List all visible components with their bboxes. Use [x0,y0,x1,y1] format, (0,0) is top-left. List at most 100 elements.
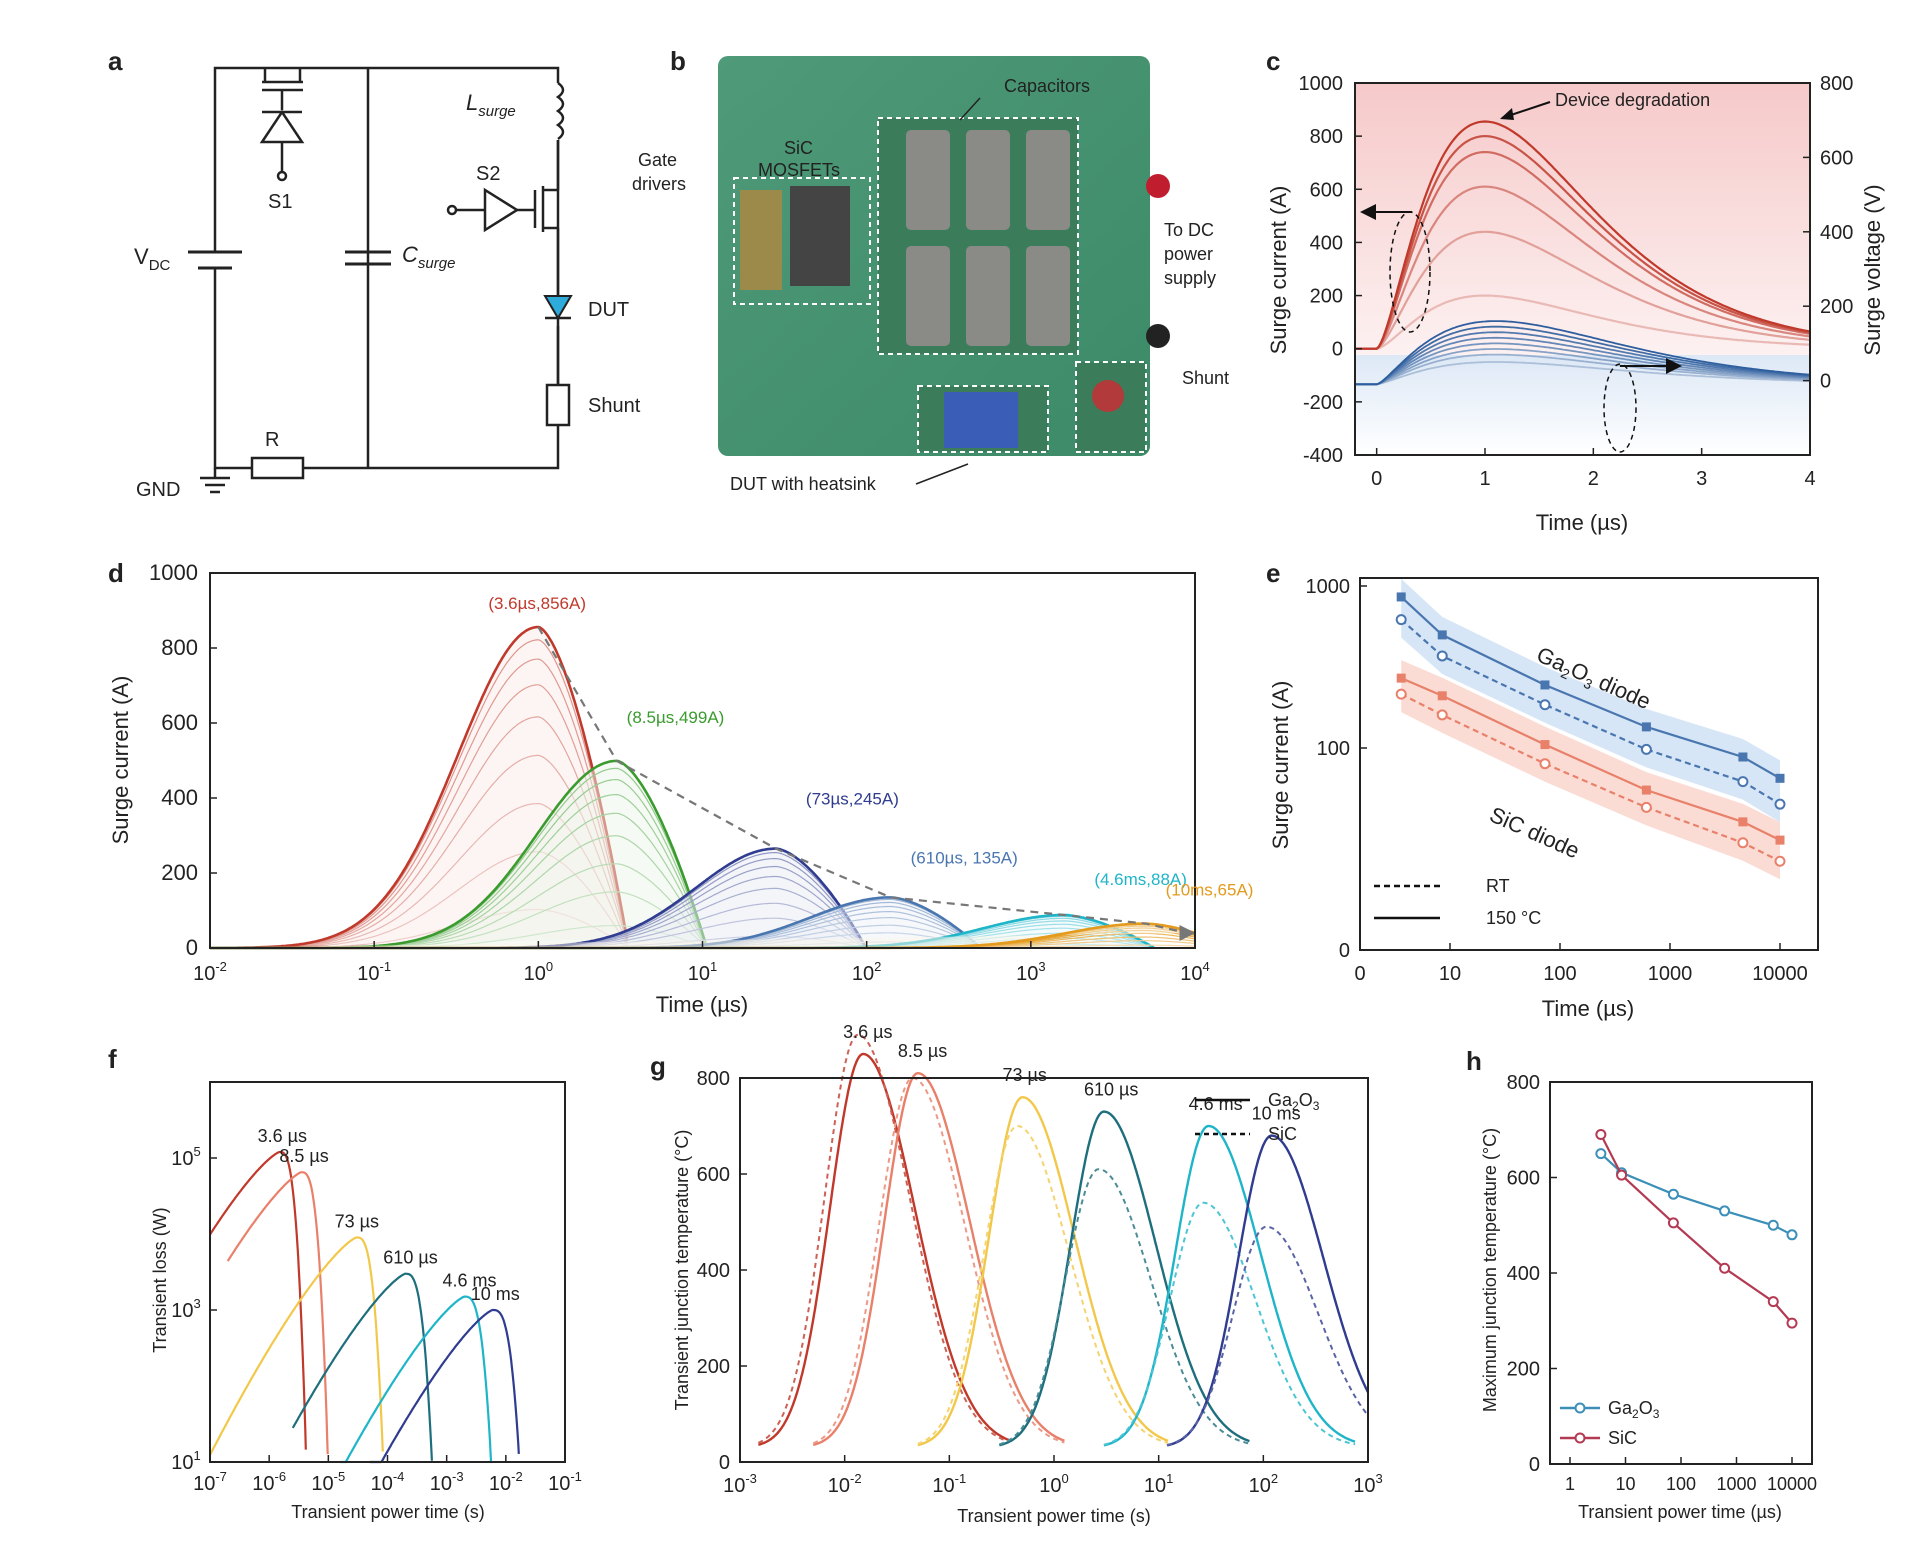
g-annotations: 3.6 µs 8.5 µs 73 µs 610 µs 4.6 ms 10 ms [843,1022,1301,1124]
c-voltage-curve [1355,336,1811,386]
g-xtick-label: 100 [1039,1471,1068,1497]
e-point [1436,709,1448,721]
e-line [1400,618,1781,806]
d-xtick-label: 101 [688,959,717,985]
panel-h: h 0 200 400 600 800 1 10 100 1000 10000 Maximum … [1466,1046,1817,1522]
s2-label: S2 [476,163,500,185]
e-point [1738,752,1748,762]
heatsink [944,392,1018,448]
g-xtick-label: 10-2 [828,1471,862,1497]
e-point [1774,855,1786,867]
d-peak-label: (8.5µs,499A) [627,708,725,727]
g-curve-ga [1166,1134,1369,1447]
c-current-curve [1355,134,1811,350]
g-legend-sic: SiC [1268,1124,1297,1144]
f-curve-red [209,1150,307,1450]
g-xtick-label: 101 [1144,1471,1173,1497]
g-ytick-label: 600 [697,1164,730,1186]
e-point [1436,650,1448,662]
panel-d-label: d [108,558,124,588]
c-current-curve [1355,230,1811,350]
e-line [1400,693,1781,863]
e-point [1539,758,1551,770]
f-xtick-label: 10-5 [311,1469,345,1495]
c-ytick-label: 0 [1332,339,1343,361]
g-peak-label: 10 ms [1252,1104,1301,1124]
f-xtick-label: 10-2 [489,1469,523,1495]
g-curve-sic [812,1076,1065,1445]
e-point [1775,773,1785,783]
g-xtick-label: 102 [1249,1471,1278,1497]
d-ytick-label: 800 [161,635,198,660]
f-xtick-label: 10-1 [548,1469,582,1495]
e-point [1540,680,1550,690]
e-point [1640,801,1652,813]
d-peak-label: (4.6ms,88A) [1094,870,1187,889]
panel-h-label: h [1466,1046,1482,1076]
f-peak-label: 610 µs [383,1248,437,1268]
e-point [1737,776,1749,788]
d-annotations: (3.6µs,856A) (8.5µs,499A) (73µs,245A) (610µ… [488,594,1253,900]
h-xtick-label: 1000 [1716,1474,1756,1494]
e-legend-rt: RT [1486,876,1510,896]
d-xtick-label: 103 [1016,959,1045,985]
h-legend-ga: Ga2O3 [1608,1398,1660,1421]
c-current-curve [1355,120,1811,350]
g-ylabel: Transient junction temperature (°C) [672,1130,692,1411]
e-point [1396,592,1406,602]
h-line [1600,1152,1793,1236]
c-xticks: 0 1 2 3 4 [1371,448,1816,490]
f-curve-cyan [340,1295,493,1464]
g-ytick-label: 800 [697,1068,730,1090]
g-peak-label: 3.6 µs [843,1022,892,1042]
label-sic-2: MOSFETs [758,160,840,180]
c-y2tick-label: 0 [1820,371,1831,393]
e-yticks: 0 100 1000 [1306,576,1367,962]
c-voltage-ellipse [1603,363,1637,453]
h-point [1719,1262,1731,1274]
e-sic-label: SiC diode [1486,802,1583,864]
h-ytick-label: 400 [1507,1263,1540,1285]
gate-driver-parts [740,190,782,290]
c-ytick-label: 600 [1310,179,1343,201]
f-peak-label: 4.6 ms [442,1271,496,1291]
panel-d: d 0 200 400 600 800 1000 10-2 10-1 100 101 102 103… [108,558,1253,1017]
e-xtick-label: 10000 [1752,963,1808,985]
vdc-source [188,250,242,270]
c-y2tick-label: 600 [1820,147,1853,169]
gate-drivers-box [733,177,871,305]
c-voltage-curve [1355,320,1811,386]
panel-f-label: f [108,1044,117,1074]
e-point [1640,743,1652,755]
g-curves [757,1033,1369,1447]
c-y2tick-label: 800 [1820,73,1853,95]
c-frame [1354,82,1811,456]
d-xtick-label: 10-2 [193,959,227,985]
e-ytick-label: 100 [1317,738,1350,760]
g-ytick-label: 200 [697,1356,730,1378]
g-peak-label: 4.6 ms [1189,1094,1243,1114]
c-ytick-label: 400 [1310,232,1343,254]
e-band [1401,660,1780,880]
g-curve-sic [1166,1225,1369,1446]
f-peak-label: 73 µs [335,1211,379,1231]
h-ytick-label: 0 [1529,1454,1540,1476]
g-curve-ga [917,1095,1169,1447]
label-shunt: Shunt [1182,368,1229,388]
panel-a: a S1 VDC [108,46,641,501]
h-legend-sic-marker [1574,1432,1586,1444]
e-xlabel: Time (µs) [1542,996,1635,1021]
c-y2tick-label: 200 [1820,296,1853,318]
d-ytick-label: 600 [161,710,198,735]
s1-label: S1 [268,191,292,213]
d-ytick-label: 400 [161,785,198,810]
f-peak-label: 10 ms [471,1284,520,1304]
sic-mosfets [790,186,850,286]
label-todc-3: supply [1164,268,1216,288]
g-curve-ga [998,1110,1250,1447]
f-xtick-label: 10-6 [252,1469,286,1495]
label-gate-1: Gate [638,150,677,170]
f-xtick-label: 10-3 [430,1469,464,1495]
